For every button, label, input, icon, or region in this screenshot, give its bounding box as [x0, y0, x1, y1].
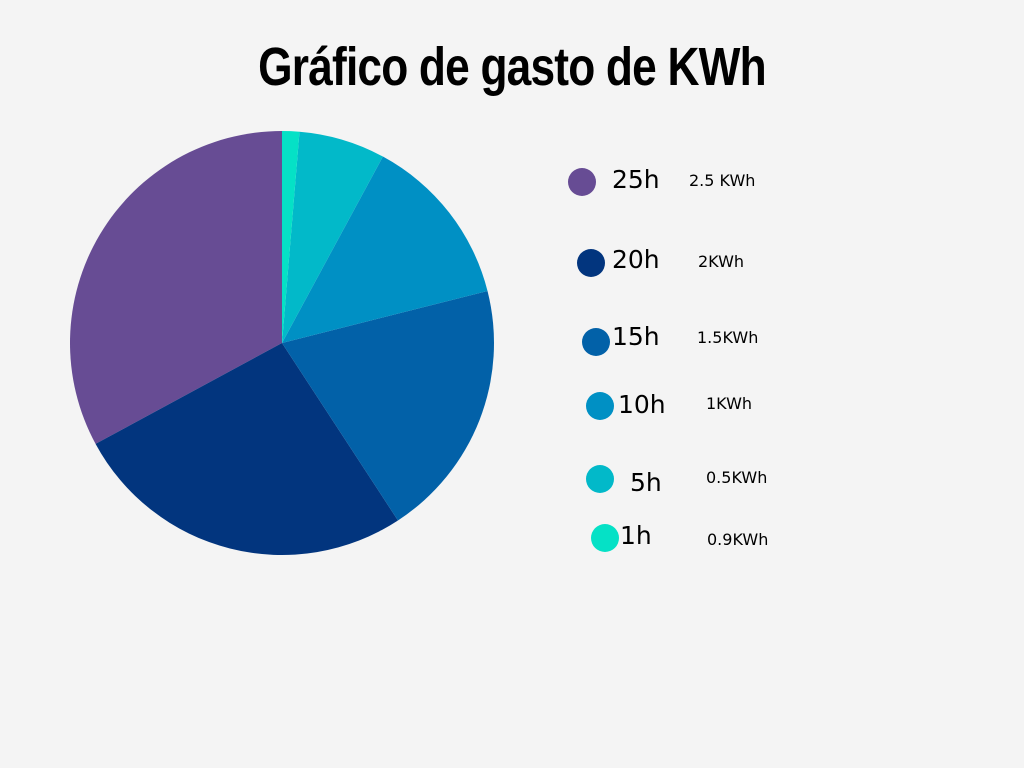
pie-slice-25h: [69, 131, 282, 444]
pie-slice-15h: [282, 290, 495, 521]
legend-dot-10h: [586, 392, 614, 420]
chart-title: Gráfico de gasto de KWh: [258, 37, 766, 97]
legend-energy-1h: 0.9KWh: [707, 530, 769, 549]
legend-energy-5h: 0.5KWh: [706, 468, 768, 487]
legend-energy-20h: 2KWh: [698, 252, 745, 271]
legend-dot-20h: [577, 249, 605, 277]
legend-label-5h: 5h: [630, 468, 662, 497]
legend-energy-25h: 2.5 KWh: [689, 171, 756, 190]
legend-dot-1h: [591, 524, 619, 552]
pie-slice-5h: [282, 131, 383, 343]
legend-dot-25h: [568, 168, 596, 196]
legend-label-15h: 15h: [612, 322, 660, 351]
legend-dot-5h: [586, 465, 614, 493]
legend-energy-15h: 1.5KWh: [697, 328, 759, 347]
legend-label-10h: 10h: [618, 390, 666, 419]
pie-slice-10h: [282, 156, 488, 343]
pie-slice-20h: [95, 343, 398, 555]
legend-label-1h: 1h: [620, 521, 652, 550]
legend-energy-10h: 1KWh: [706, 394, 753, 413]
legend-dot-15h: [582, 328, 610, 356]
legend-label-25h: 25h: [612, 165, 660, 194]
legend-label-20h: 20h: [612, 245, 660, 274]
pie-slice-1h: [282, 131, 300, 343]
